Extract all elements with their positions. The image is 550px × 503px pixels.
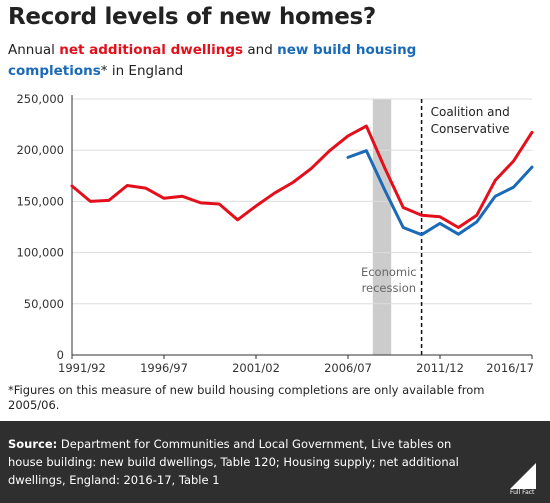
y-tick-label: 200,000 bbox=[16, 143, 64, 157]
footnote: *Figures on this measure of new build ho… bbox=[8, 383, 485, 412]
series-line-new_build bbox=[346, 149, 534, 237]
chart-subtitle: Annual net additional dwellings and new … bbox=[8, 40, 428, 82]
x-tick-label: 2016/17 bbox=[486, 361, 534, 375]
y-tick-label: 100,000 bbox=[16, 246, 64, 260]
y-tick-label: 0 bbox=[57, 348, 64, 362]
subtitle-suffix: * in England bbox=[100, 63, 184, 79]
full-fact-logo-icon: Full Fact bbox=[510, 463, 536, 495]
recession-label: Economic bbox=[361, 265, 417, 279]
x-tick-label: 2011/12 bbox=[416, 361, 464, 375]
x-tick-label: 2006/07 bbox=[324, 361, 372, 375]
source-body: Department for Communities and Local Gov… bbox=[8, 437, 459, 487]
subtitle-prefix: Annual bbox=[8, 42, 60, 58]
svg-text:Full Fact: Full Fact bbox=[510, 489, 535, 495]
subtitle-middle: and bbox=[243, 42, 278, 58]
recession-label: recession bbox=[362, 281, 416, 295]
source-text: Source: Department for Communities and L… bbox=[8, 435, 478, 489]
subtitle-new-build: new build housing completions bbox=[8, 42, 417, 79]
y-tick-label: 250,000 bbox=[16, 92, 64, 106]
series-line-net_additional bbox=[70, 124, 534, 229]
subtitle-net-additional: net additional dwellings bbox=[59, 42, 244, 58]
y-tick-label: 150,000 bbox=[16, 194, 64, 208]
chart-title: Record levels of new homes? bbox=[8, 4, 376, 30]
coalition-label: Coalition and bbox=[431, 105, 510, 119]
x-tick-label: 2001/02 bbox=[232, 361, 280, 375]
coalition-label: Conservative bbox=[431, 122, 510, 136]
x-tick-label: 1991/92 bbox=[58, 361, 106, 375]
x-tick-label: 1996/97 bbox=[140, 361, 188, 375]
source-label: Source: bbox=[8, 437, 58, 451]
line-chart: 0 50,000 100,000 150,000 200,000 250,000 Econo… bbox=[16, 92, 534, 375]
source-bar: Source: Department for Communities and L… bbox=[0, 421, 550, 503]
y-tick-label: 50,000 bbox=[24, 297, 64, 311]
recession-band bbox=[372, 99, 392, 355]
